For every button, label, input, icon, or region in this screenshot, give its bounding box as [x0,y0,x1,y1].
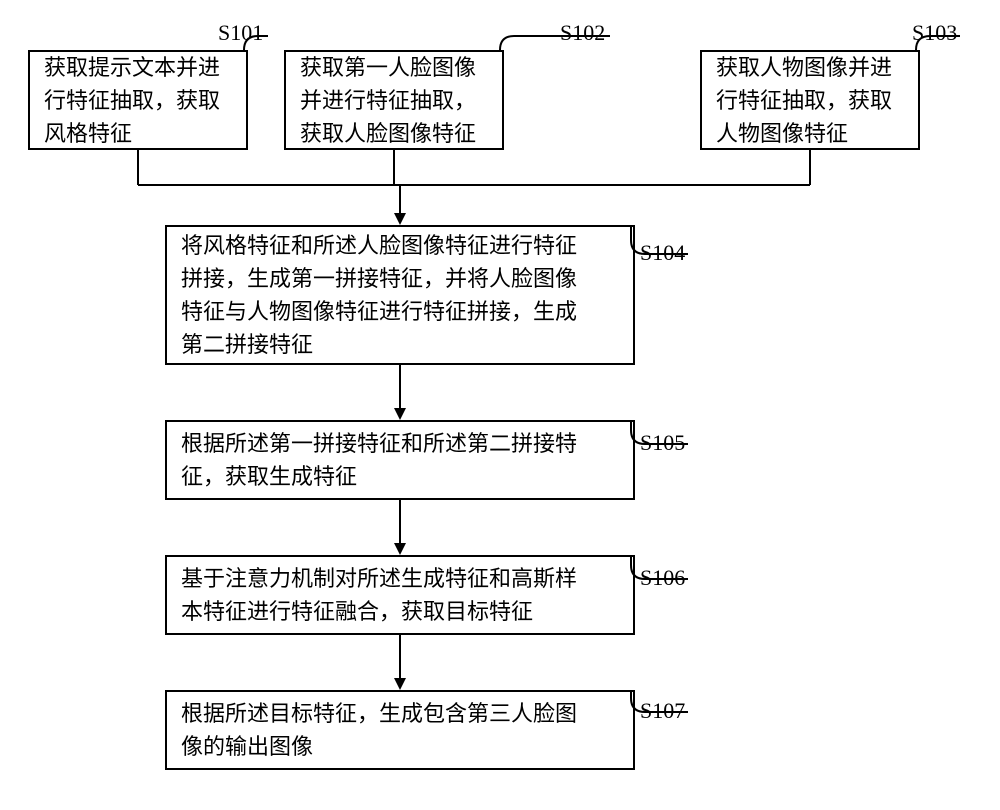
arrowhead-s107 [394,678,406,690]
node-s107: 根据所述目标特征，生成包含第三人脸图像的输出图像 [165,690,635,770]
label-s102: S102 [560,20,605,46]
node-s104-text: 将风格特征和所述人脸图像特征进行特征拼接，生成第一拼接特征，并将人脸图像特征与人… [181,229,577,361]
node-s104: 将风格特征和所述人脸图像特征进行特征拼接，生成第一拼接特征，并将人脸图像特征与人… [165,225,635,365]
label-s107: S107 [640,698,685,724]
node-s103-text: 获取人物图像并进行特征抽取，获取人物图像特征 [716,51,892,150]
node-s106-text: 基于注意力机制对所述生成特征和高斯样本特征进行特征融合，获取目标特征 [181,562,577,628]
flowchart-canvas: 获取提示文本并进行特征抽取，获取风格特征 S101 获取第一人脸图像并进行特征抽… [0,0,1000,810]
node-s101-text: 获取提示文本并进行特征抽取，获取风格特征 [44,51,220,150]
node-s103: 获取人物图像并进行特征抽取，获取人物图像特征 [700,50,920,150]
node-s102: 获取第一人脸图像并进行特征抽取，获取人脸图像特征 [284,50,504,150]
node-s105-text: 根据所述第一拼接特征和所述第二拼接特征，获取生成特征 [181,427,577,493]
arrowhead-s105 [394,408,406,420]
node-s107-text: 根据所述目标特征，生成包含第三人脸图像的输出图像 [181,697,577,763]
node-s101: 获取提示文本并进行特征抽取，获取风格特征 [28,50,248,150]
arrowhead-s106 [394,543,406,555]
node-s105: 根据所述第一拼接特征和所述第二拼接特征，获取生成特征 [165,420,635,500]
label-s105: S105 [640,430,685,456]
node-s106: 基于注意力机制对所述生成特征和高斯样本特征进行特征融合，获取目标特征 [165,555,635,635]
label-s103: S103 [912,20,957,46]
label-s101: S101 [218,20,263,46]
node-s102-text: 获取第一人脸图像并进行特征抽取，获取人脸图像特征 [300,51,476,150]
label-s106: S106 [640,565,685,591]
label-s104: S104 [640,240,685,266]
arrowhead-s104 [394,213,406,225]
